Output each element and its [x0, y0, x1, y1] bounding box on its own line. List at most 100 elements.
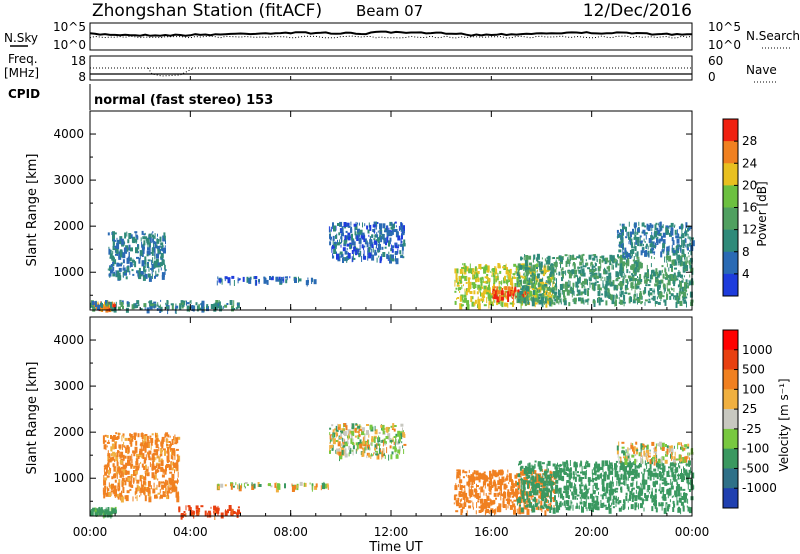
power-echo-cell: [582, 268, 585, 274]
velocity-echo-cell: [332, 429, 335, 434]
power-echo-cell: [354, 231, 357, 236]
velocity-echo-cell: [183, 511, 186, 513]
power-echo-cell: [466, 304, 470, 311]
power-echo-cell: [521, 285, 525, 290]
velocity-echo-cell: [124, 480, 127, 486]
velocity-echo-cell: [364, 434, 366, 441]
velocity-echo-cell: [228, 505, 232, 511]
velocity-echo-cell: [642, 473, 645, 480]
velocity-echo-cell: [368, 453, 371, 458]
power-echo-cell: [369, 224, 372, 231]
velocity-echo-cell: [145, 468, 149, 472]
power-echo-cell: [653, 252, 655, 255]
velocity-echo-cell: [525, 500, 529, 503]
velocity-echo-cell: [615, 460, 618, 463]
velocity-echo-cell: [114, 489, 117, 496]
velocity-echo-cell: [487, 496, 490, 501]
power-echo-cell: [570, 289, 574, 294]
power-echo-cell: [625, 236, 628, 239]
velocity-echo-cell: [356, 448, 358, 452]
velocity-echo-cell: [518, 463, 519, 466]
velocity-echo-cell: [643, 507, 645, 512]
power-echo-cell: [238, 278, 241, 281]
velocity-echo-cell: [117, 485, 119, 491]
power-echo-cell: [125, 245, 129, 249]
velocity-echo-cell: [174, 453, 176, 460]
velocity-echo-cell: [107, 455, 110, 461]
power-echo-cell: [608, 272, 612, 279]
velocity-echo-cell: [339, 454, 343, 460]
power-echo-cell: [612, 264, 614, 270]
velocity-echo-cell: [521, 493, 523, 496]
velocity-echo-cell: [602, 465, 604, 472]
velocity-echo-cell: [178, 507, 181, 513]
velocity-echo-cell: [329, 432, 331, 436]
power-echo-cell: [137, 272, 139, 278]
power-echo-cell: [505, 280, 509, 283]
velocity-echo-cell: [624, 467, 626, 470]
velocity-echo-cell: [171, 473, 175, 479]
power-echo-cell: [685, 244, 687, 248]
velocity-echo-cell: [687, 498, 689, 504]
velocity-echo-cell: [543, 501, 546, 507]
power-echo-cell: [601, 255, 605, 259]
power-echo-cell: [601, 293, 604, 296]
velocity-echo-cell: [475, 476, 479, 481]
power-echo-cell: [466, 288, 470, 293]
power-echo-cell: [190, 300, 192, 304]
velocity-echo-cell: [658, 502, 661, 507]
power-echo-cell: [675, 301, 678, 308]
power-echo-cell: [164, 235, 166, 241]
power-echo-cell: [678, 226, 682, 230]
power-echo-cell: [124, 270, 127, 273]
power-echo-cell: [105, 304, 109, 310]
velocity-echo-cell: [670, 453, 671, 459]
velocity-echo-cell: [284, 483, 286, 489]
power-echo-cell: [156, 273, 159, 276]
velocity-echo-cell: [547, 460, 551, 466]
power-echo-cell: [119, 299, 121, 305]
velocity-echo-cell: [610, 470, 614, 475]
power-echo-cell: [232, 308, 235, 310]
velocity-echo-cell: [386, 447, 388, 454]
power-echo-cell: [116, 262, 120, 267]
power-echo-cell: [109, 303, 112, 309]
velocity-echo-cell: [458, 493, 461, 496]
velocity-echo-cell: [103, 474, 105, 480]
power-echo-cell: [398, 225, 400, 231]
power-echo-cell: [686, 243, 689, 250]
velocity-echo-cell: [592, 479, 595, 483]
velocity-echo-cell: [611, 502, 613, 506]
power-echo-cell: [120, 238, 124, 245]
power-echo-cell: [647, 301, 651, 304]
power-echo-cell: [573, 285, 574, 292]
power-echo-cell: [150, 268, 154, 270]
power-echo-cell: [353, 257, 356, 260]
power-echo-cell: [341, 237, 342, 244]
power-echo-cell: [649, 243, 653, 248]
velocity-echo-cell: [129, 434, 133, 438]
velocity-echo-cell: [635, 505, 638, 508]
velocity-echo-cell: [510, 485, 513, 491]
power-echo-cell: [266, 279, 269, 285]
velocity-echo-cell: [354, 435, 357, 438]
power-echo-cell: [278, 276, 281, 280]
velocity-echo-cell: [596, 487, 598, 491]
velocity-echo-cell: [551, 480, 553, 487]
velocity-echo-cell: [565, 460, 568, 465]
power-echo-cell: [478, 277, 480, 282]
power-echo-cell: [109, 253, 113, 259]
power-echo-cell: [625, 278, 627, 283]
power-echo-cell: [622, 278, 625, 284]
velocity-echo-cell: [110, 453, 113, 457]
velocity-echo-cell: [167, 486, 169, 491]
velocity-echo-cell: [498, 469, 502, 475]
velocity-echo-cell: [124, 455, 127, 459]
power-echo-cell: [689, 236, 691, 242]
power-echo-cell: [521, 279, 522, 286]
power-echo-cell: [682, 239, 686, 246]
velocity-echo-cell: [311, 483, 313, 487]
velocity-echo-cell: [493, 492, 497, 497]
power-echo-cell: [141, 241, 143, 248]
power-echo-cell: [151, 268, 153, 275]
